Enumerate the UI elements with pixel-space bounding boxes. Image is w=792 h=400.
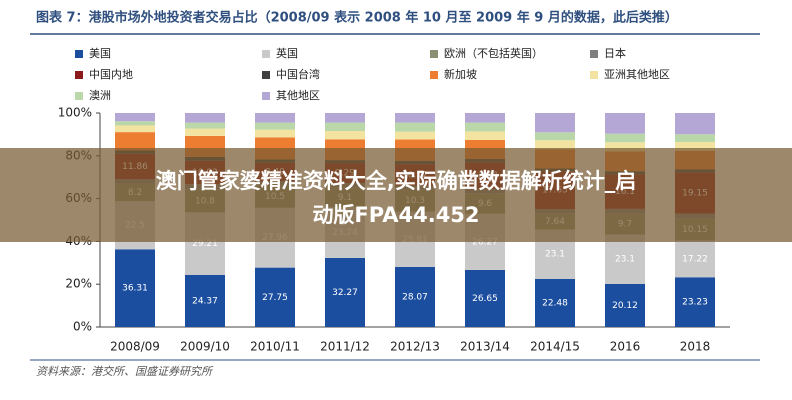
data-label: 20.12 <box>612 301 638 311</box>
bar-segment <box>605 142 645 152</box>
bar-segment <box>535 278 575 327</box>
bar-segment <box>115 249 155 327</box>
bar-segment <box>605 133 645 143</box>
chart-title: 图表 7：港股市场外地投资者交易占比（2008/09 表示 2008 年 10 … <box>36 10 678 26</box>
data-label: 28.07 <box>402 292 428 302</box>
bar-segment <box>605 113 645 134</box>
bar-segment <box>675 277 715 327</box>
data-label: 17.22 <box>682 254 708 264</box>
legend-swatch <box>75 50 83 58</box>
x-tick-label: 2008/09 <box>110 340 160 354</box>
bar-segment <box>465 113 505 123</box>
bar-segment <box>465 131 505 140</box>
bar-segment <box>465 122 505 132</box>
bar-segment <box>675 141 715 151</box>
bar-segment <box>395 266 435 327</box>
bar-segment <box>395 113 435 123</box>
bar-segment <box>325 257 365 327</box>
data-label: 32.27 <box>332 288 358 298</box>
bar-segment <box>115 113 155 122</box>
legend-label: 欧洲（不包括英国） <box>444 46 543 60</box>
x-tick-label: 2013/14 <box>460 340 510 354</box>
bar-segment <box>255 267 295 327</box>
overlay-text: 动版FPA44.452 <box>312 203 479 227</box>
bar-segment <box>115 125 155 133</box>
bar-segment <box>185 122 225 129</box>
legend-label: 美国 <box>89 47 111 60</box>
overlay-text: 澳门管家婆精准资料大全,实际确凿数据解析统计_启 <box>156 169 636 193</box>
bar-segment <box>535 140 575 150</box>
data-label: 22.48 <box>542 298 568 308</box>
legend-swatch <box>262 71 270 79</box>
legend-label: 新加坡 <box>444 67 477 81</box>
bar-segment <box>395 122 435 132</box>
legend-swatch <box>430 71 438 79</box>
legend-swatch <box>262 92 270 100</box>
legend-swatch <box>590 71 598 79</box>
bar-segment <box>605 283 645 327</box>
data-label: 27.75 <box>262 293 288 303</box>
data-label: 29.21 <box>192 239 218 249</box>
legend-swatch <box>430 50 438 58</box>
data-label: 36.31 <box>122 284 148 294</box>
legend-label: 中国台湾 <box>276 67 320 81</box>
y-tick-label: 100% <box>58 106 92 120</box>
bar-segment <box>675 240 715 278</box>
x-tick-label: 2010/11 <box>250 340 300 354</box>
legend-label: 其他地区 <box>276 89 320 102</box>
data-label: 23.1 <box>545 250 565 260</box>
legend-label: 澳洲 <box>89 89 111 102</box>
data-label: 23.23 <box>682 298 708 308</box>
bar-segment <box>395 131 435 140</box>
data-label: 26.65 <box>472 294 498 304</box>
source: 资料来源：港交所、国盛证券研究所 <box>36 365 214 378</box>
bar-segment <box>185 274 225 327</box>
x-tick-label: 2018 <box>680 340 711 354</box>
legend-label: 亚洲其他地区 <box>604 68 670 81</box>
bar-segment <box>185 128 225 136</box>
bar-segment <box>535 132 575 141</box>
x-tick-label: 2011/12 <box>320 340 370 354</box>
y-tick-label: 20% <box>65 277 92 291</box>
legend-label: 中国内地 <box>89 67 133 81</box>
bar-segment <box>185 113 225 123</box>
legend-swatch <box>75 71 83 79</box>
bar-segment <box>255 113 295 123</box>
bar-segment <box>675 134 715 142</box>
data-label: 26.27 <box>472 237 498 247</box>
data-label: 23.1 <box>615 255 635 265</box>
legend-label: 日本 <box>604 46 626 60</box>
legend-swatch <box>262 50 270 58</box>
bar-segment <box>115 132 155 151</box>
y-tick-label: 0% <box>73 320 92 334</box>
bar-segment <box>465 269 505 327</box>
legend-swatch <box>75 92 83 100</box>
bar-segment <box>255 129 295 138</box>
bar-segment <box>675 113 715 135</box>
x-tick-label: 2009/10 <box>180 340 230 354</box>
x-tick-label: 2012/13 <box>390 340 440 354</box>
legend-label: 英国 <box>276 46 298 60</box>
overlay-banner <box>0 148 792 242</box>
bar-segment <box>255 122 295 130</box>
bar-segment <box>325 113 365 123</box>
bar-segment <box>325 122 365 131</box>
legend-swatch <box>590 50 598 58</box>
bar-segment <box>605 234 645 284</box>
bar-segment <box>535 113 575 133</box>
bar-segment <box>325 130 365 140</box>
x-tick-label: 2014/15 <box>530 340 580 354</box>
x-tick-label: 2016 <box>610 340 641 354</box>
data-label: 24.37 <box>192 296 218 306</box>
bar-segment <box>115 121 155 126</box>
